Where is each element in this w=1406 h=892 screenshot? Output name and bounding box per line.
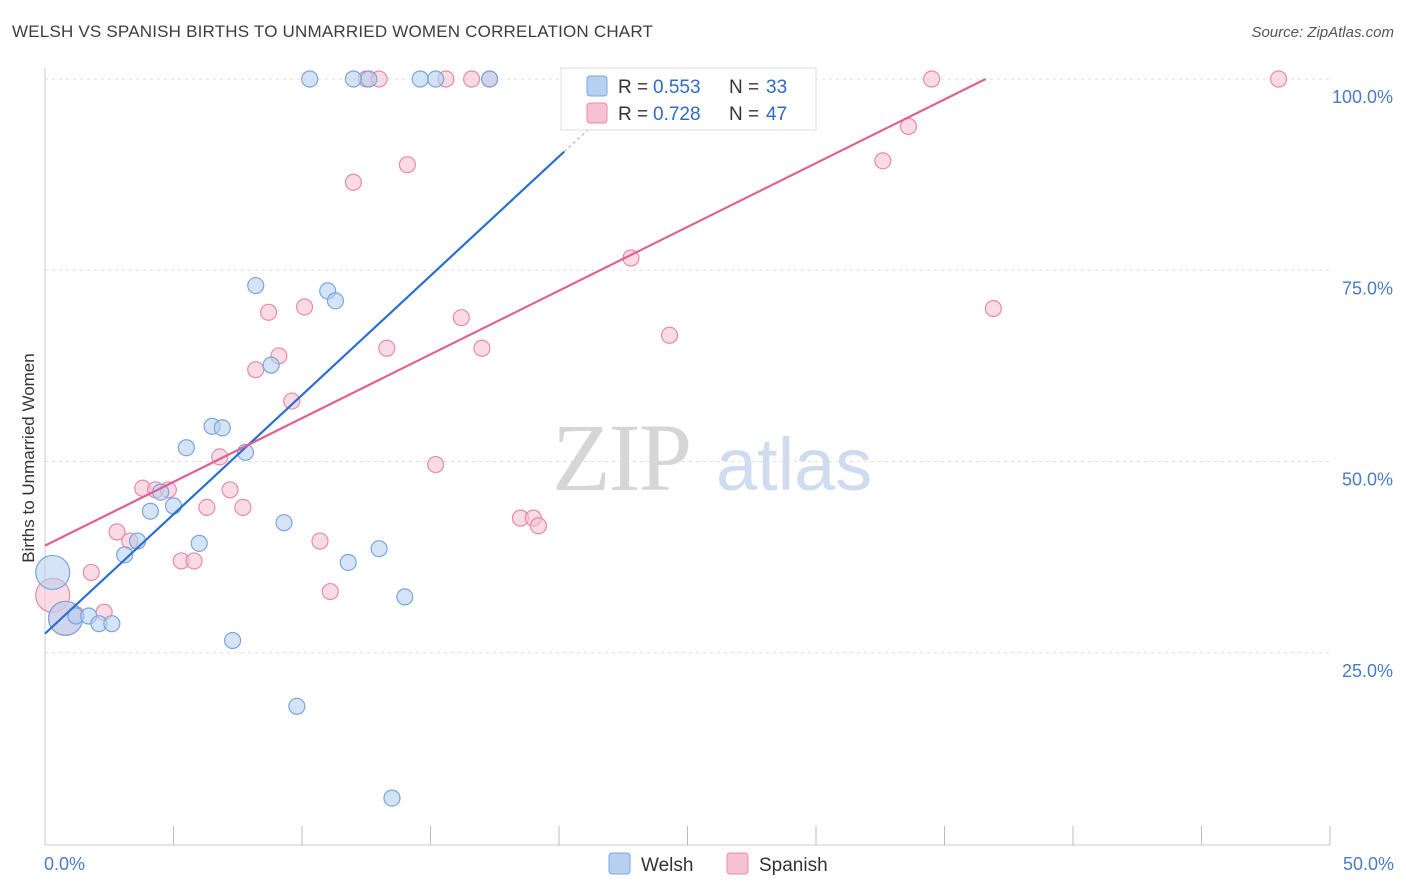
welsh-point-25 bbox=[344, 70, 362, 88]
spanish-point-42 bbox=[874, 152, 892, 170]
stats-legend: R = 0.553 N = 33 R = 0.728 N = 47 bbox=[560, 67, 817, 131]
spanish-point-15 bbox=[234, 498, 252, 516]
legend-n-welsh: 33 bbox=[766, 77, 787, 98]
x-tick-label-1: 50.0% bbox=[1343, 854, 1394, 874]
spanish-point-22 bbox=[321, 582, 339, 601]
spanish-point-30 bbox=[452, 309, 470, 327]
welsh-point-10 bbox=[164, 497, 183, 515]
spanish-point-44 bbox=[923, 70, 941, 88]
welsh-point-0 bbox=[35, 554, 71, 591]
bottom-legend-swatch-welsh bbox=[608, 852, 631, 875]
spanish-point-45 bbox=[984, 299, 1002, 318]
welsh-points bbox=[35, 70, 499, 807]
legend-n-label-spanish: N = bbox=[729, 104, 759, 125]
spanish-point-21 bbox=[311, 532, 329, 550]
spanish-trend-line bbox=[44, 78, 987, 547]
chart-title: WELSH VS SPANISH BIRTHS TO UNMARRIED WOM… bbox=[12, 22, 654, 41]
welsh-point-8 bbox=[141, 502, 159, 520]
tick-labels: 25.0% 50.0% 75.0% 100.0% 0.0% 50.0% bbox=[44, 87, 1394, 874]
chart-source: Source: ZipAtlas.com bbox=[1251, 24, 1394, 41]
welsh-point-29 bbox=[396, 588, 414, 606]
spanish-point-28 bbox=[427, 455, 445, 474]
welsh-point-12 bbox=[190, 534, 208, 552]
legend-r-spanish: 0.728 bbox=[653, 104, 701, 125]
welsh-point-14 bbox=[213, 419, 231, 437]
y-tick-label-1: 50.0% bbox=[1342, 470, 1393, 490]
legend-n-spanish: 47 bbox=[766, 104, 787, 125]
bottom-legend-swatch-spanish bbox=[726, 852, 749, 875]
spanish-point-27 bbox=[398, 156, 416, 174]
welsh-point-23 bbox=[326, 292, 345, 310]
spanish-points bbox=[35, 70, 1288, 636]
y-tick-label-3: 100.0% bbox=[1332, 87, 1393, 107]
welsh-point-24 bbox=[339, 553, 357, 572]
spanish-point-31 bbox=[463, 70, 481, 88]
welsh-point-6 bbox=[116, 546, 134, 564]
trend-lines bbox=[44, 78, 987, 635]
spanish-point-26 bbox=[378, 339, 396, 357]
welsh-point-15 bbox=[224, 631, 242, 650]
welsh-point-31 bbox=[427, 70, 445, 88]
legend-r-label-welsh: R = bbox=[618, 77, 648, 98]
spanish-point-23 bbox=[344, 173, 362, 191]
spanish-point-14 bbox=[221, 481, 239, 499]
welsh-point-32 bbox=[481, 70, 499, 88]
bottom-legend-welsh: Welsh bbox=[641, 855, 693, 876]
welsh-point-20 bbox=[288, 697, 306, 715]
spanish-point-16 bbox=[247, 361, 265, 379]
spanish-point-32 bbox=[473, 339, 491, 357]
legend-swatch-spanish bbox=[586, 102, 608, 124]
spanish-point-17 bbox=[259, 303, 278, 321]
watermark: ZIP atlas bbox=[552, 404, 872, 511]
y-tick-label-2: 75.0% bbox=[1342, 278, 1393, 298]
watermark-zip: ZIP bbox=[552, 404, 690, 511]
welsh-trend-line bbox=[44, 150, 565, 635]
legend-n-label-welsh: N = bbox=[729, 77, 759, 98]
welsh-point-21 bbox=[301, 70, 319, 88]
watermark-atlas: atlas bbox=[716, 423, 872, 506]
spanish-point-12 bbox=[198, 498, 216, 516]
spanish-point-46 bbox=[1269, 70, 1288, 88]
spanish-point-36 bbox=[529, 517, 548, 535]
series-legend: Welsh Spanish bbox=[608, 852, 828, 876]
spanish-point-39 bbox=[660, 326, 679, 344]
welsh-point-5 bbox=[103, 615, 121, 633]
welsh-point-11 bbox=[177, 439, 195, 457]
legend-r-label-spanish: R = bbox=[618, 104, 648, 125]
legend-r-welsh: 0.553 bbox=[653, 77, 701, 98]
welsh-point-19 bbox=[275, 514, 293, 532]
x-tick-label-0: 0.0% bbox=[44, 854, 85, 874]
welsh-point-30 bbox=[411, 70, 429, 88]
gridlines bbox=[45, 78, 1330, 654]
spanish-point-20 bbox=[295, 298, 314, 316]
welsh-point-26 bbox=[360, 70, 378, 88]
y-axis-label: Births to Unmarried Women bbox=[19, 353, 38, 562]
spanish-point-11 bbox=[185, 552, 203, 570]
welsh-point-27 bbox=[370, 540, 388, 558]
welsh-point-28 bbox=[383, 789, 401, 807]
legend-swatch-welsh bbox=[586, 75, 608, 97]
welsh-point-18 bbox=[262, 356, 280, 374]
spanish-point-19 bbox=[283, 392, 301, 410]
spanish-point-3 bbox=[82, 563, 100, 582]
y-tick-label-0: 25.0% bbox=[1342, 661, 1393, 681]
bottom-legend-spanish: Spanish bbox=[759, 855, 828, 876]
spanish-point-5 bbox=[108, 523, 126, 541]
welsh-point-17 bbox=[247, 276, 265, 295]
axes bbox=[44, 68, 1331, 846]
